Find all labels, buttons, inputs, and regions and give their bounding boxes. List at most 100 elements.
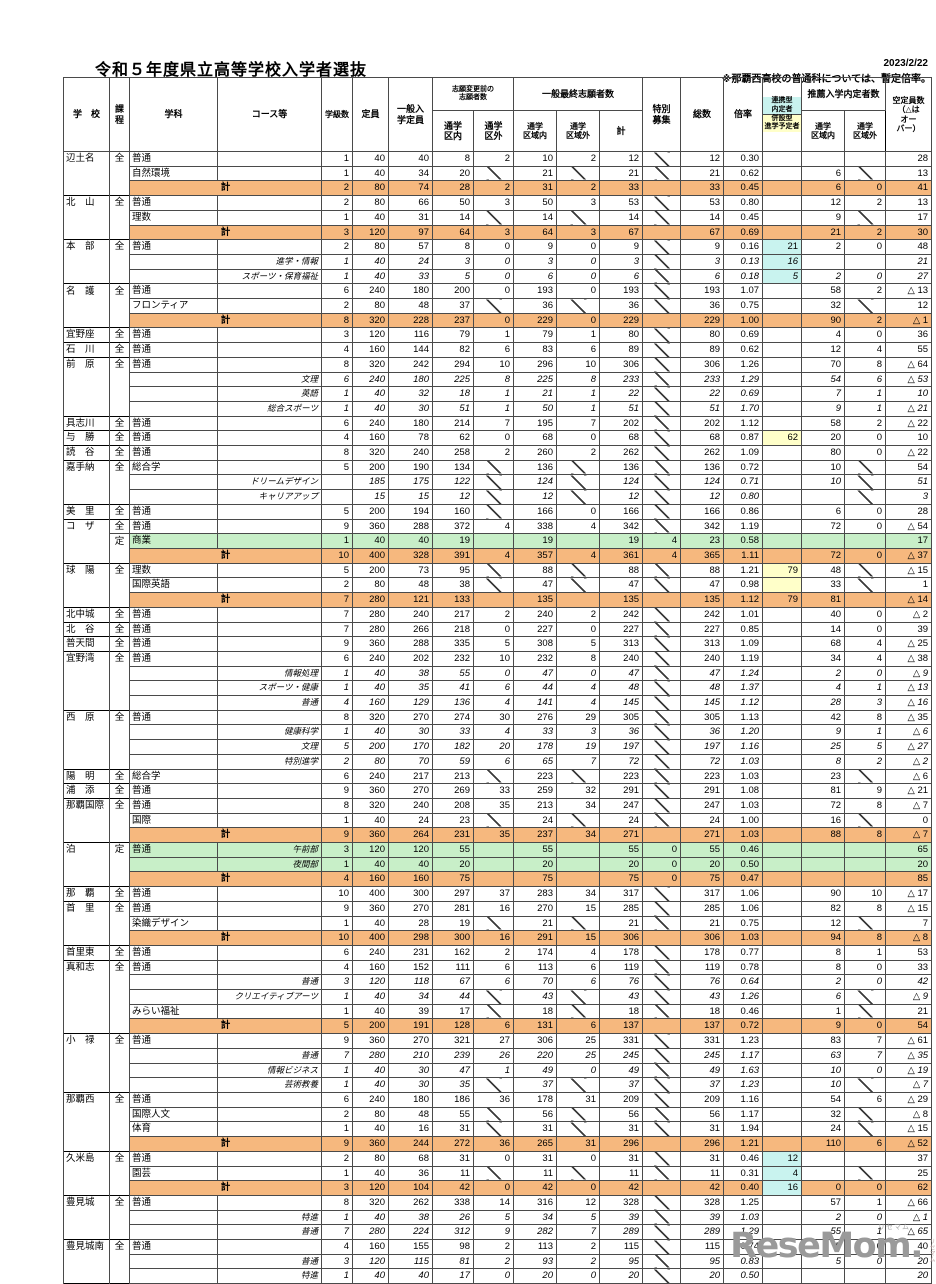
value-cell: 0	[556, 253, 600, 270]
table-row: 北 山全普通 2 80 66 50 3 50 3 53 53 0.80 12 2 13	[63, 195, 933, 211]
value-cell: 231	[388, 944, 433, 961]
col-header-general-capacity: 一般入 学定員	[388, 77, 433, 152]
value-cell: 8	[844, 930, 887, 946]
admissions-table: 学 校 課 程 学科 コース等 学級数 定員 一般入 学定員 志願変更前の 志願…	[63, 77, 933, 1284]
value-cell: 175	[388, 474, 433, 491]
value-cell	[556, 1106, 600, 1123]
value-cell: 31	[513, 1121, 557, 1138]
department-cell: 普通	[129, 342, 218, 358]
school-name-cell	[63, 1210, 110, 1225]
col-header-pre-out-district: 通学 区外	[473, 110, 514, 152]
value-cell	[762, 783, 803, 799]
value-cell: 133	[432, 592, 474, 608]
value-cell: 81	[801, 783, 846, 799]
value-cell: 361	[598, 547, 644, 564]
value-cell: 4	[642, 533, 682, 549]
value-cell: △ 8	[885, 930, 933, 946]
value-cell: 14	[680, 209, 725, 226]
value-cell: 55	[432, 665, 474, 682]
value-cell: 70	[801, 356, 846, 373]
course-type-cell: 全	[109, 356, 130, 373]
value-cell: 320	[352, 445, 389, 461]
value-cell: 1	[473, 386, 514, 402]
value-cell: 65	[885, 842, 933, 858]
value-cell: 17	[885, 209, 933, 226]
value-cell: 2	[556, 180, 600, 197]
value-cell	[642, 1121, 682, 1138]
value-cell: 20	[432, 856, 474, 873]
value-cell: 0	[473, 239, 514, 255]
value-cell: 6	[321, 944, 353, 961]
value-cell: 162	[432, 944, 474, 961]
value-cell: 48	[801, 562, 846, 579]
value-cell: 21	[680, 165, 725, 182]
department-cell: 普通	[129, 151, 218, 167]
value-cell: 11	[432, 1165, 474, 1182]
value-cell: 2	[473, 606, 514, 623]
value-cell: 19	[513, 533, 557, 549]
value-cell: 240	[352, 768, 389, 785]
value-cell: 31	[388, 209, 433, 226]
value-cell: 400	[352, 547, 389, 564]
value-cell: 43	[513, 989, 557, 1005]
value-cell: 285	[598, 900, 644, 917]
value-cell: 2	[473, 1253, 514, 1270]
value-cell	[762, 1209, 803, 1226]
value-cell: 1.11	[723, 547, 764, 564]
value-cell: 9	[473, 1224, 514, 1241]
value-cell: 137	[598, 1018, 644, 1035]
value-cell	[556, 1003, 600, 1020]
table-row: 首里東全普通 6 240 231 162 2 174 4 178 178 0.77 8 1 53	[63, 944, 933, 961]
value-cell	[642, 886, 682, 902]
value-cell: 0.85	[723, 621, 764, 638]
value-cell: 240	[388, 606, 433, 623]
value-cell: 2	[844, 312, 887, 329]
value-cell: 280	[352, 621, 389, 638]
value-cell	[642, 312, 682, 329]
value-cell: 10	[801, 1077, 846, 1093]
total-label-cell: 計	[129, 1018, 322, 1035]
value-cell: 10	[321, 886, 353, 902]
value-cell: 1.21	[723, 1136, 764, 1152]
table-row: 進学・情報 1 40 24 3 0 3 0 3 3 0.13 16 21	[63, 253, 933, 270]
value-cell: 0	[473, 621, 514, 638]
value-cell	[762, 989, 803, 1005]
value-cell: 37	[598, 1077, 644, 1093]
value-cell: 170	[388, 739, 433, 755]
value-cell	[556, 1121, 600, 1138]
course-name-cell	[217, 239, 322, 255]
course-type-cell	[109, 210, 130, 226]
value-cell: 57	[801, 1194, 846, 1211]
value-cell: 24	[680, 812, 725, 829]
course-type-cell: 全	[109, 562, 130, 578]
value-cell: 0.86	[723, 503, 764, 520]
value-cell: 36	[885, 327, 933, 344]
value-cell: 23	[801, 768, 846, 785]
value-cell: 360	[352, 827, 389, 844]
value-cell: 6	[473, 342, 514, 358]
value-cell: 21	[762, 239, 803, 255]
course-type-cell	[109, 548, 130, 564]
value-cell: 119	[680, 959, 725, 976]
value-cell: 80	[352, 180, 389, 197]
value-cell: 1	[844, 724, 887, 741]
value-cell: 72	[801, 518, 846, 535]
value-cell	[762, 386, 803, 402]
value-cell: 1.00	[723, 312, 764, 329]
value-cell: 6	[473, 974, 514, 991]
school-name-cell	[63, 827, 110, 843]
value-cell: 0	[473, 253, 514, 270]
value-cell: 213	[513, 797, 557, 814]
value-cell: 16	[473, 900, 514, 917]
department-cell: 商業	[129, 533, 218, 549]
value-cell: 8	[556, 371, 600, 388]
table-row: フロンティア 2 80 48 37 36 36 36 0.75 32 12	[63, 298, 933, 314]
value-cell: 1.25	[723, 1194, 764, 1211]
value-cell: △ 29	[885, 1092, 933, 1108]
value-cell: 0	[844, 518, 887, 535]
value-cell: 40	[352, 1077, 389, 1093]
value-cell: 0	[844, 503, 887, 520]
value-cell: 7	[321, 1224, 353, 1241]
value-cell: 88	[598, 562, 644, 579]
table-row: 特進 1 40 38 26 5 34 5 39 39 1.03 2 0 △ 1	[63, 1209, 933, 1226]
